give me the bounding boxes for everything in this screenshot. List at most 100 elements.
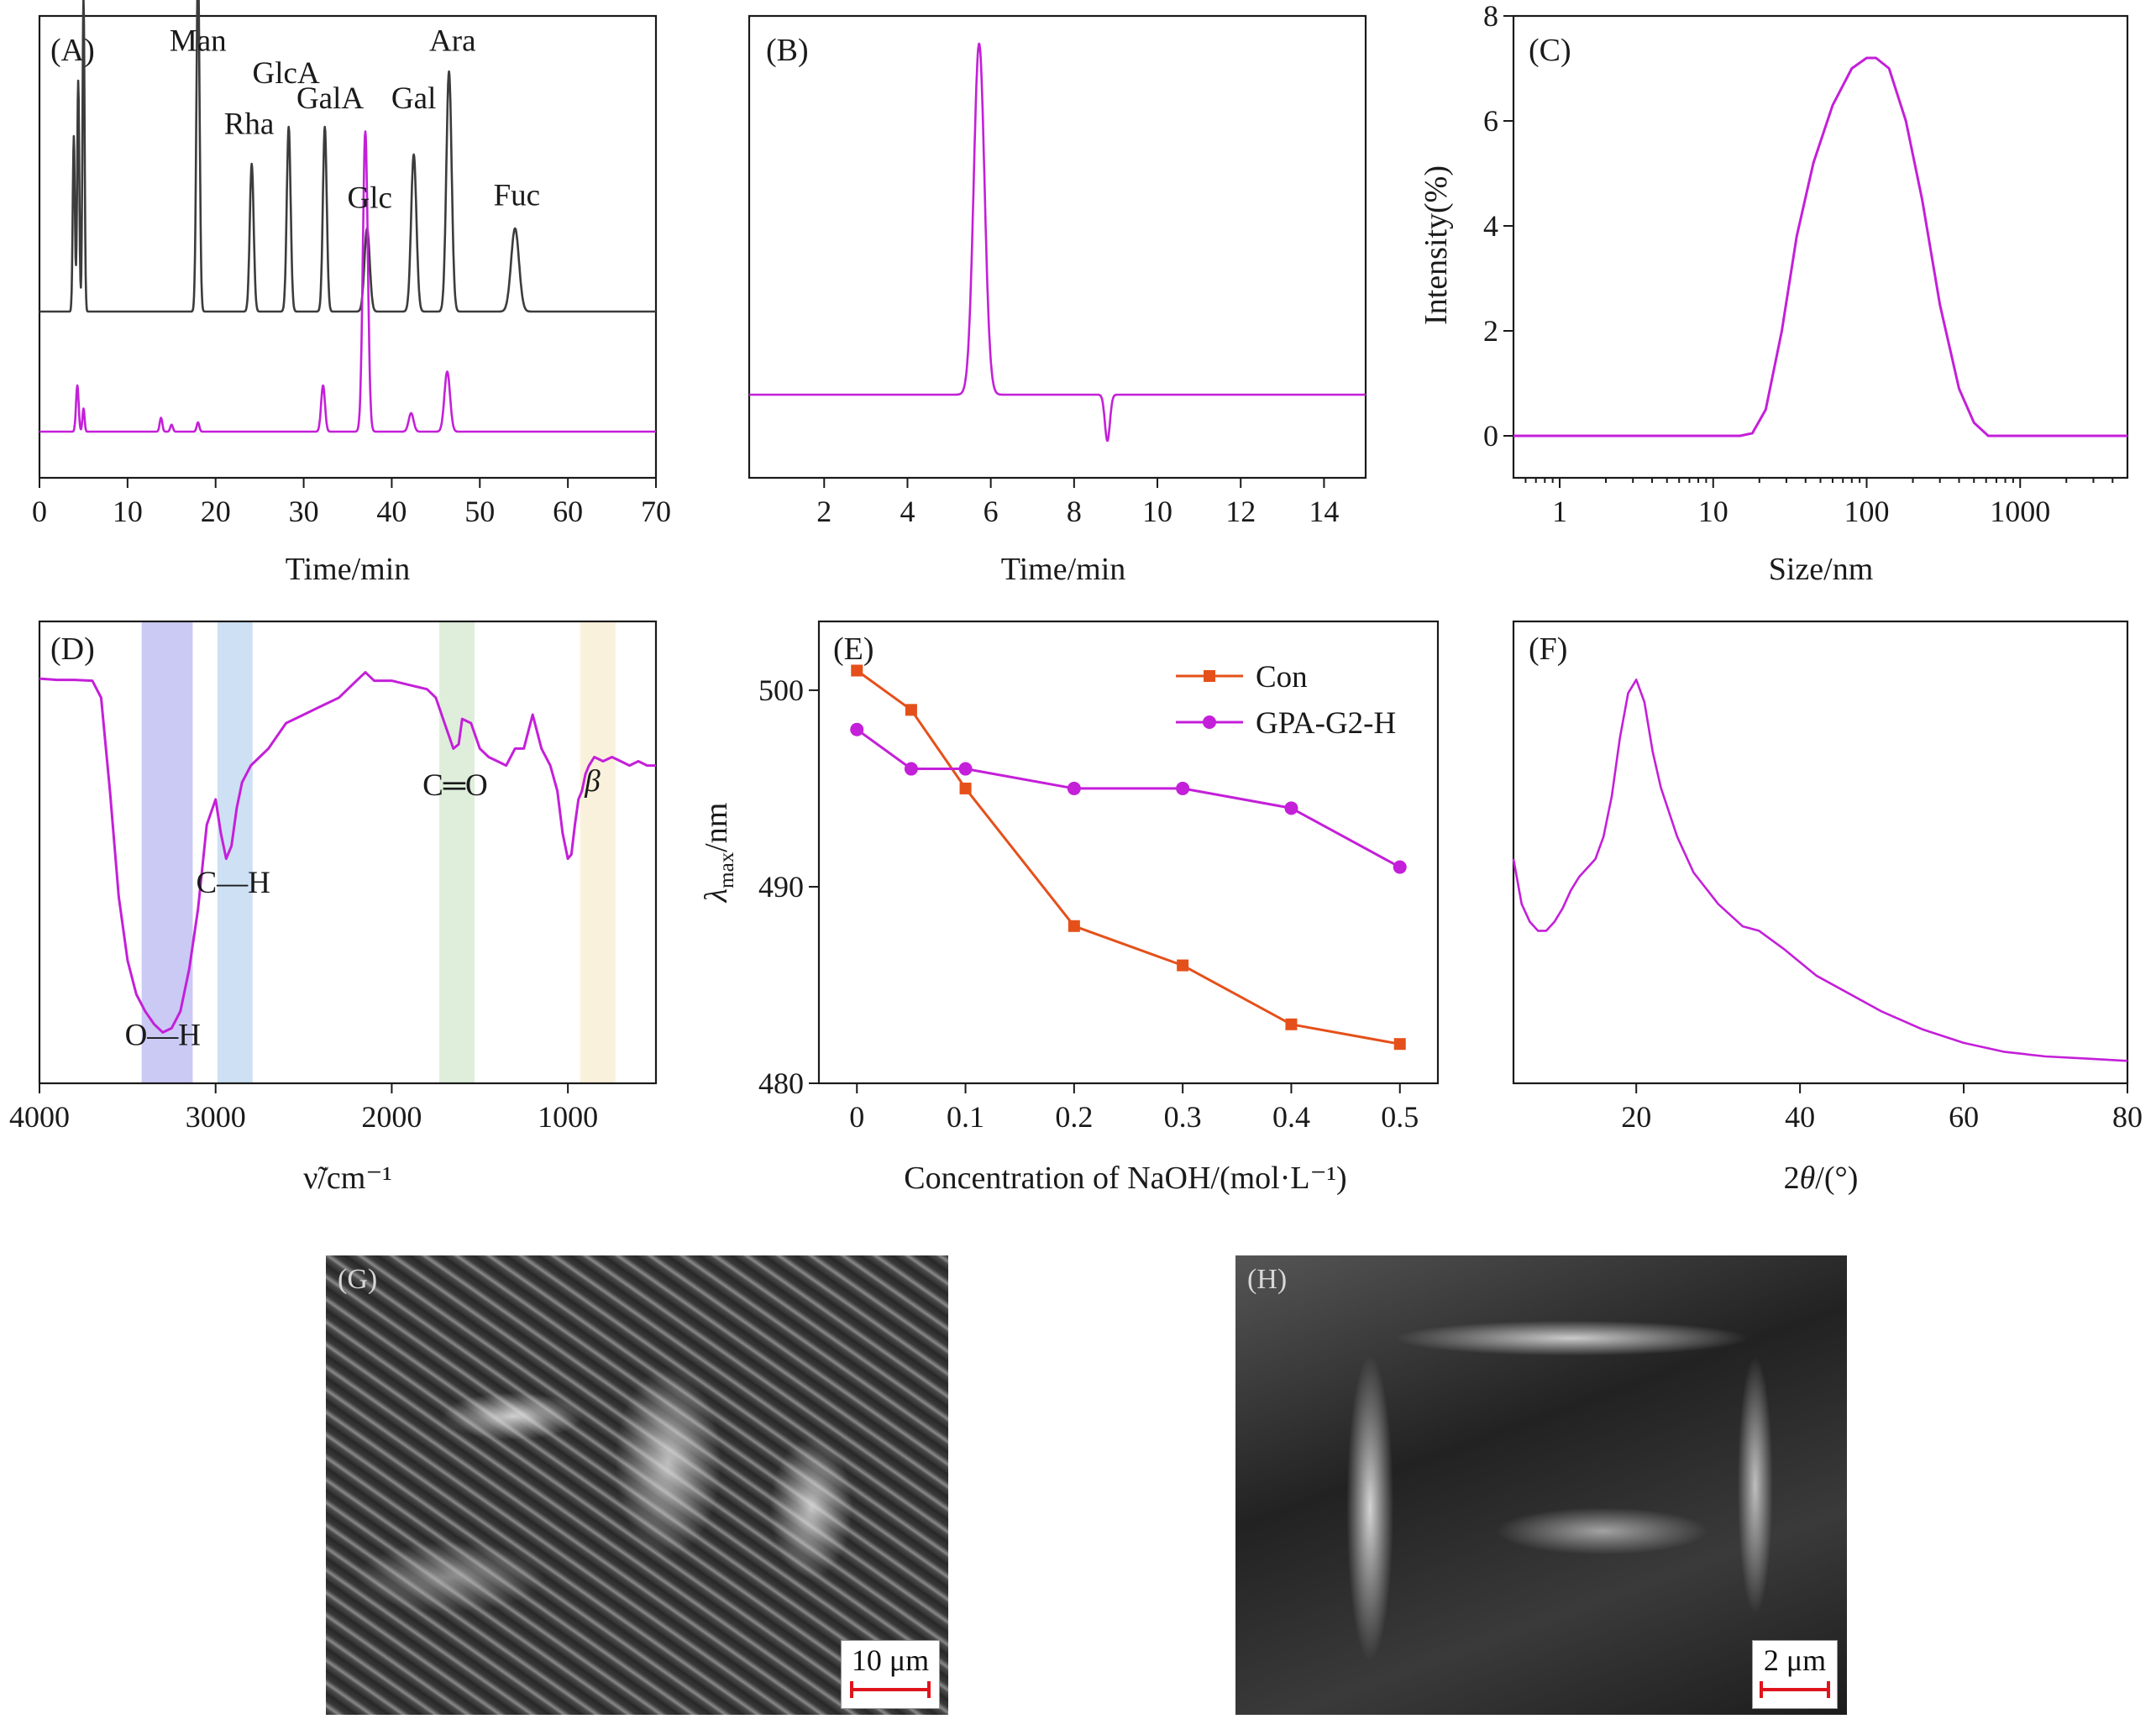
- panel-d-annotation: β: [584, 764, 601, 799]
- scalebar-g-cap-left: [850, 1681, 853, 1698]
- point-gpa-g2-h: [1067, 781, 1081, 795]
- panel-e-xtick-label: 0.5: [1381, 1100, 1419, 1134]
- peak-label-fuc: Fuc: [494, 179, 541, 213]
- scalebar-h-text: 2 μm: [1763, 1643, 1827, 1677]
- sem-image-g: (G) 10 μm: [326, 1255, 948, 1715]
- panel-b-xtick-label: 8: [1067, 495, 1082, 528]
- peak-label-gala: GalA: [296, 81, 364, 116]
- panel-d-trace: [39, 671, 656, 1034]
- panel-c-ytick-label: 2: [1483, 314, 1498, 348]
- scalebar-g-text: 10 μm: [851, 1643, 930, 1677]
- panel-a-xtick-label: 10: [113, 495, 143, 528]
- panel-b-label: (B): [766, 33, 809, 68]
- panel-c-ytick-label: 0: [1483, 419, 1498, 453]
- peak-label-ara: Ara: [429, 24, 475, 58]
- scalebar-g: 10 μm: [841, 1640, 940, 1709]
- point-con: [1285, 1018, 1298, 1030]
- panel-d-annotation: C—H: [196, 866, 270, 900]
- point-con: [1177, 959, 1189, 972]
- legend-marker-gpa-g2-h: [1203, 715, 1216, 729]
- panel-b-xtick-label: 2: [816, 495, 831, 528]
- panel-f: (F) 2θ/(°) 20 40 60 80: [1512, 620, 2143, 1196]
- scalebar-h-cap-right: [1827, 1681, 1830, 1698]
- point-con: [851, 664, 863, 677]
- panel-e-ytick-label: 500: [758, 673, 804, 707]
- panel-e-xtick-label: 0.4: [1272, 1100, 1310, 1134]
- panel-d-band-0: [141, 621, 193, 1083]
- panel-f-xtick-label: 40: [1785, 1100, 1815, 1134]
- panel-a-xtick-label: 60: [553, 495, 583, 528]
- peak-label-glc: Glc: [347, 181, 391, 215]
- panel-a-xtick-label: 70: [641, 495, 671, 528]
- panel-c-xtick-label: 10: [1698, 495, 1728, 528]
- panel-e-xlabel: Concentration of NaOH/(mol·L⁻¹): [904, 1161, 1346, 1196]
- panel-e-ytick-label: 480: [758, 1067, 804, 1100]
- point-con: [959, 782, 972, 794]
- panel-a-xtick-label: 40: [376, 495, 407, 528]
- panel-d-annotation: C═O: [422, 768, 488, 803]
- scalebar-h-line: [1761, 1688, 1828, 1691]
- panel-b-xtick-label: 10: [1142, 495, 1172, 528]
- panel-g-label: (G): [338, 1264, 378, 1295]
- panel-c-ylabel: Intensity(%): [1419, 165, 1454, 325]
- panel-d-xtick-label: 4000: [9, 1100, 70, 1134]
- panel-b-xtick-label: 14: [1309, 495, 1339, 528]
- peak-label-glca: GlcA: [253, 56, 320, 91]
- panel-c-ytick-label: 6: [1483, 104, 1498, 138]
- panel-a-xtick-label: 0: [32, 495, 47, 528]
- legend-marker-con: [1204, 670, 1215, 682]
- panel-a-xlabel: Time/min: [286, 552, 411, 587]
- panel-b-xtick-label: 12: [1225, 495, 1256, 528]
- panel-a-label: (A): [50, 33, 95, 68]
- panel-c-xtick-label: 1000: [1990, 495, 2050, 528]
- legend-label-gpa-g2-h: GPA-G2-H: [1256, 706, 1396, 741]
- panel-c-xlabel: Size/nm: [1769, 552, 1874, 587]
- panel-e-xtick-label: 0.1: [947, 1100, 984, 1134]
- point-con: [1068, 920, 1080, 932]
- panel-b-trace: [748, 42, 1367, 443]
- point-gpa-g2-h: [1393, 860, 1407, 874]
- point-gpa-g2-h: [904, 762, 918, 776]
- panel-d-xtick-label: 2000: [361, 1100, 422, 1134]
- panel-f-label: (F): [1529, 632, 1567, 667]
- panel-c: (C) Size/nm Intensity(%) 1 10 100 1000 0 2 4 6 8: [1419, 0, 2129, 587]
- panel-b-xlabel: Time/min: [1001, 552, 1126, 587]
- peak-label-gal: Gal: [391, 81, 436, 116]
- peak-label-rha: Rha: [224, 107, 275, 141]
- panel-e-label: (E): [833, 632, 874, 667]
- point-con: [905, 704, 917, 716]
- panel-f-frame: [1512, 620, 2129, 1085]
- panel-c-ytick-label: 4: [1483, 209, 1498, 243]
- panel-e-xtick-label: 0.2: [1055, 1100, 1093, 1134]
- point-con: [1393, 1038, 1406, 1051]
- panel-b-xtick-label: 6: [984, 495, 999, 528]
- sem-image-h: (H) 2 μm: [1235, 1255, 1847, 1715]
- panel-d-band-2: [439, 621, 475, 1083]
- panel-a-xtick-label: 30: [289, 495, 319, 528]
- panel-e-xtick-label: 0.3: [1164, 1100, 1202, 1134]
- panel-f-xtick-label: 20: [1621, 1100, 1651, 1134]
- panel-e-xtick-label: 0: [849, 1100, 864, 1134]
- scalebar-h-cap-left: [1760, 1681, 1763, 1698]
- panel-b-xtick-label: 4: [900, 495, 915, 528]
- panel-e: (E) Concentration of NaOH/(mol·L⁻¹) λmax…: [699, 620, 1440, 1196]
- panel-e-ylabel: λmax/nm: [699, 803, 738, 904]
- legend-label-con: Con: [1256, 660, 1308, 694]
- scalebar-g-line: [852, 1688, 929, 1691]
- panel-d-xlabel: ν̃/cm⁻¹: [303, 1161, 392, 1196]
- point-gpa-g2-h: [1284, 801, 1298, 815]
- panel-h-label: (H): [1247, 1264, 1288, 1295]
- panel-e-frame: [817, 620, 1440, 1085]
- panel-e-ytick-label: 490: [758, 870, 804, 904]
- panel-d-band-1: [217, 621, 253, 1083]
- panel-a: (A) Time/min 0 10 20 30 40 50 60 70ManRhaGlcAGa…: [32, 0, 671, 587]
- panel-b: (B) Time/min 2 4 6 8 10 12 14: [748, 14, 1367, 587]
- panel-a-xtick-label: 20: [201, 495, 231, 528]
- panel-d-band-3: [580, 621, 616, 1083]
- scalebar-g-cap-right: [927, 1681, 931, 1698]
- panel-c-ytick-label: 8: [1483, 0, 1498, 33]
- panel-a-sample-trace: [39, 130, 657, 433]
- point-gpa-g2-h: [1176, 781, 1190, 795]
- panel-b-frame: [748, 14, 1367, 480]
- point-gpa-g2-h: [958, 762, 973, 776]
